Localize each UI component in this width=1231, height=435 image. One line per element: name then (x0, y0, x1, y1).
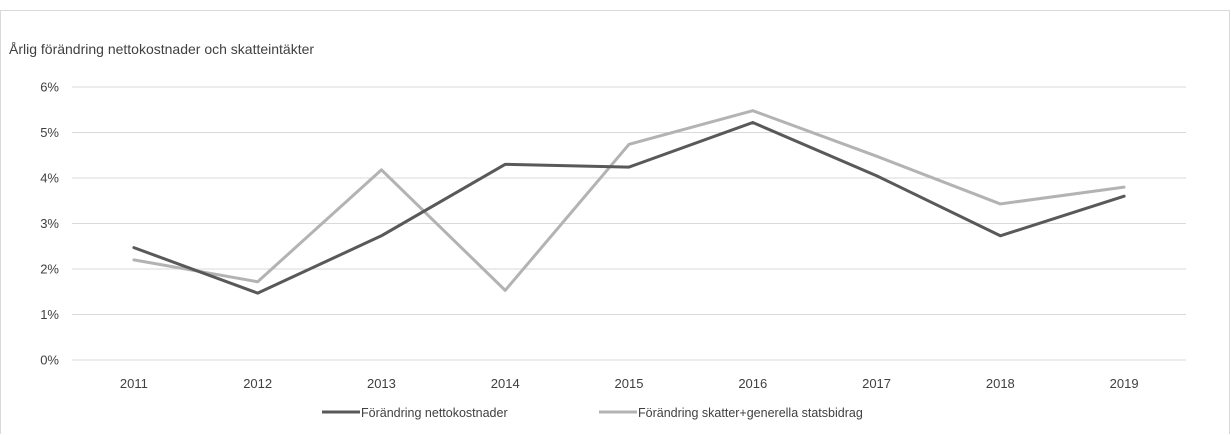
y-tick-label: 1% (40, 307, 59, 322)
legend: Förändring nettokostnader Förändring ska… (322, 406, 863, 420)
legend-label-nettokostnader: Förändring nettokostnader (361, 406, 508, 420)
x-axis-ticks: 2011 2012 2013 2014 2015 2016 2017 2018 2019 (120, 376, 1139, 391)
series-lines (132, 109, 1126, 295)
x-tick-label: 2013 (367, 376, 396, 391)
y-tick-label: 0% (40, 353, 59, 368)
legend-label-skatter: Förändring skatter+generella statsbidrag (638, 406, 863, 420)
y-tick-label: 4% (40, 171, 59, 186)
chart-title: Årlig förändring nettokostnader och skat… (9, 41, 314, 57)
y-tick-label: 5% (40, 125, 59, 140)
series-line-0 (132, 120, 1126, 295)
x-tick-label: 2017 (862, 376, 891, 391)
y-axis-ticks: 0% 1% 2% 3% 4% 5% 6% (40, 80, 59, 368)
y-tick-label: 3% (40, 216, 59, 231)
x-tick-label: 2019 (1110, 376, 1139, 391)
gridlines (72, 86, 1186, 361)
series-line-1 (132, 109, 1126, 292)
x-tick-label: 2011 (120, 376, 148, 391)
x-tick-label: 2016 (738, 376, 767, 391)
y-tick-label: 6% (40, 80, 59, 95)
chart-frame (0, 10, 1230, 434)
x-tick-label: 2014 (491, 376, 520, 391)
x-tick-label: 2012 (243, 376, 272, 391)
y-tick-label: 2% (40, 262, 59, 277)
x-tick-label: 2018 (986, 376, 1015, 391)
x-tick-label: 2015 (615, 376, 644, 391)
